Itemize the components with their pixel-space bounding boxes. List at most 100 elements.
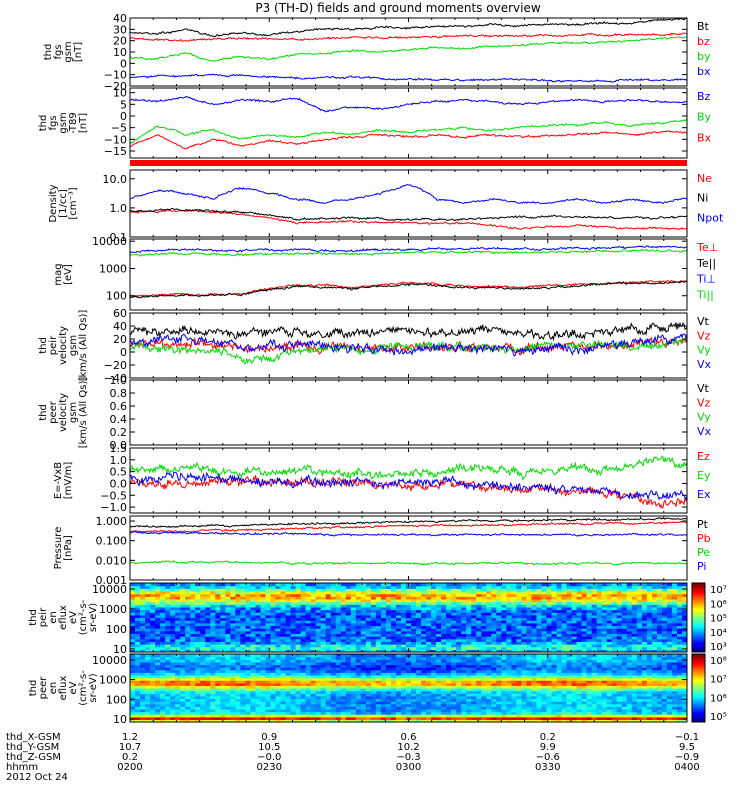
spectrogram-cell (350, 711, 357, 715)
spectrogram-cell (426, 585, 432, 589)
spectrogram-cell (320, 596, 327, 600)
spectrogram-cell (350, 685, 357, 689)
spectrogram-cell (140, 664, 146, 668)
spectrogram-cell (210, 659, 216, 663)
y-axis-label-line: thd (38, 115, 49, 132)
spectrogram-cell (375, 638, 382, 642)
spectrogram-cell (541, 598, 548, 603)
spectrogram-cell (355, 677, 362, 681)
spectrogram-cell (180, 590, 186, 595)
legend-entry: Pe (697, 546, 710, 559)
spectrogram-cell (385, 588, 392, 592)
colorbar-segment (692, 646, 705, 650)
y-tick-label: −10 (104, 69, 127, 82)
spectrogram-cell (220, 601, 226, 605)
spectrogram-cell (170, 628, 176, 632)
spectrogram-cell (616, 644, 623, 648)
spectrogram-cell (345, 628, 352, 632)
spectrogram-cell (190, 601, 196, 605)
spectrogram-cell (426, 596, 432, 600)
spectrogram-cell (135, 596, 141, 600)
spectrogram-cell (170, 636, 176, 640)
spectrogram-cell (215, 667, 221, 671)
spectrogram-cell (185, 685, 191, 689)
spectrogram-cell (325, 695, 332, 700)
spectrogram-cell (275, 622, 282, 627)
spectrogram-cell (616, 583, 623, 587)
spectrogram-cell (631, 590, 638, 595)
spectrogram-cell (185, 698, 191, 702)
spectrogram-cell (195, 677, 201, 681)
spectrogram-cell (461, 606, 467, 611)
spectrogram-cell (310, 620, 317, 624)
y-tick-label: 1.0 (110, 202, 128, 215)
spectrogram-cell (210, 680, 216, 684)
spectrogram-cell (621, 641, 628, 645)
spectrogram-cell (250, 630, 257, 635)
spectrogram-cell (516, 620, 523, 624)
spectrogram-cell (175, 661, 181, 666)
spectrogram-cell (661, 646, 668, 650)
spectrogram-cell (345, 674, 352, 679)
spectrogram-cell (255, 654, 262, 658)
spectrogram-cell (265, 614, 272, 619)
spectrogram-cell (130, 593, 136, 597)
spectrogram-cell (596, 644, 603, 648)
spectrogram-cell (531, 633, 538, 637)
spectrogram-cell (506, 598, 512, 603)
spectrogram-cell (230, 609, 236, 613)
spectrogram-cell (496, 606, 502, 611)
spectrogram-cell (601, 617, 608, 621)
spectrogram-cell (581, 625, 588, 629)
colorbar-segment (692, 643, 705, 646)
spectrogram-cell (280, 667, 287, 671)
spectrogram-cell (426, 590, 432, 595)
spectrogram-cell (200, 628, 206, 632)
spectrogram-cell (310, 596, 317, 600)
spectrogram-cell (245, 598, 252, 603)
spectrogram-cell (260, 638, 267, 642)
spectrogram-cell (461, 646, 467, 650)
spectrogram-cell (411, 646, 417, 650)
y-tick-label: 0 (120, 110, 127, 123)
spectrogram-cell (280, 593, 287, 597)
spectrogram-cell (255, 622, 262, 627)
spectrogram-cell (170, 688, 176, 692)
spectrogram-cell (280, 714, 287, 718)
spectrogram-cell (330, 636, 337, 640)
spectrogram-cell (646, 606, 653, 611)
spectrogram-cell (681, 593, 687, 597)
spectrogram-cell (325, 604, 332, 608)
spectrogram-cell (240, 693, 247, 697)
spectrogram-cell (240, 646, 247, 650)
spectrogram-cell (220, 628, 226, 632)
spectrogram-cell (556, 636, 563, 640)
spectrogram-cell (130, 641, 136, 645)
spectrogram-cell (260, 606, 267, 611)
spectrogram-cell (506, 622, 512, 627)
spectrogram-cell (145, 625, 151, 629)
spectrogram-cell (330, 609, 337, 613)
spectrogram-cell (140, 719, 146, 722)
spectrogram-cell (200, 693, 206, 697)
spectrogram-cell (250, 654, 257, 658)
spectrogram-cell (180, 708, 186, 713)
spectrogram-cell (511, 606, 517, 611)
spectrogram-cell (240, 612, 247, 616)
panel-frame (129, 169, 688, 238)
spectrogram-cell (631, 588, 638, 592)
spectrogram-cell (300, 604, 307, 608)
spectrogram-cell (661, 625, 668, 629)
spectrogram-cell (220, 622, 226, 627)
spectrogram-cell (150, 622, 156, 627)
spectrogram-cell (215, 590, 221, 595)
spectrogram-cell (501, 583, 507, 587)
spectrogram-cell (185, 636, 191, 640)
spectrogram-cell (130, 716, 136, 720)
spectrogram-cell (245, 628, 252, 632)
spectrogram-cell (150, 590, 156, 595)
spectrogram-cell (265, 588, 272, 592)
spectrogram-cell (160, 585, 166, 589)
spectrogram-cell (265, 664, 272, 668)
